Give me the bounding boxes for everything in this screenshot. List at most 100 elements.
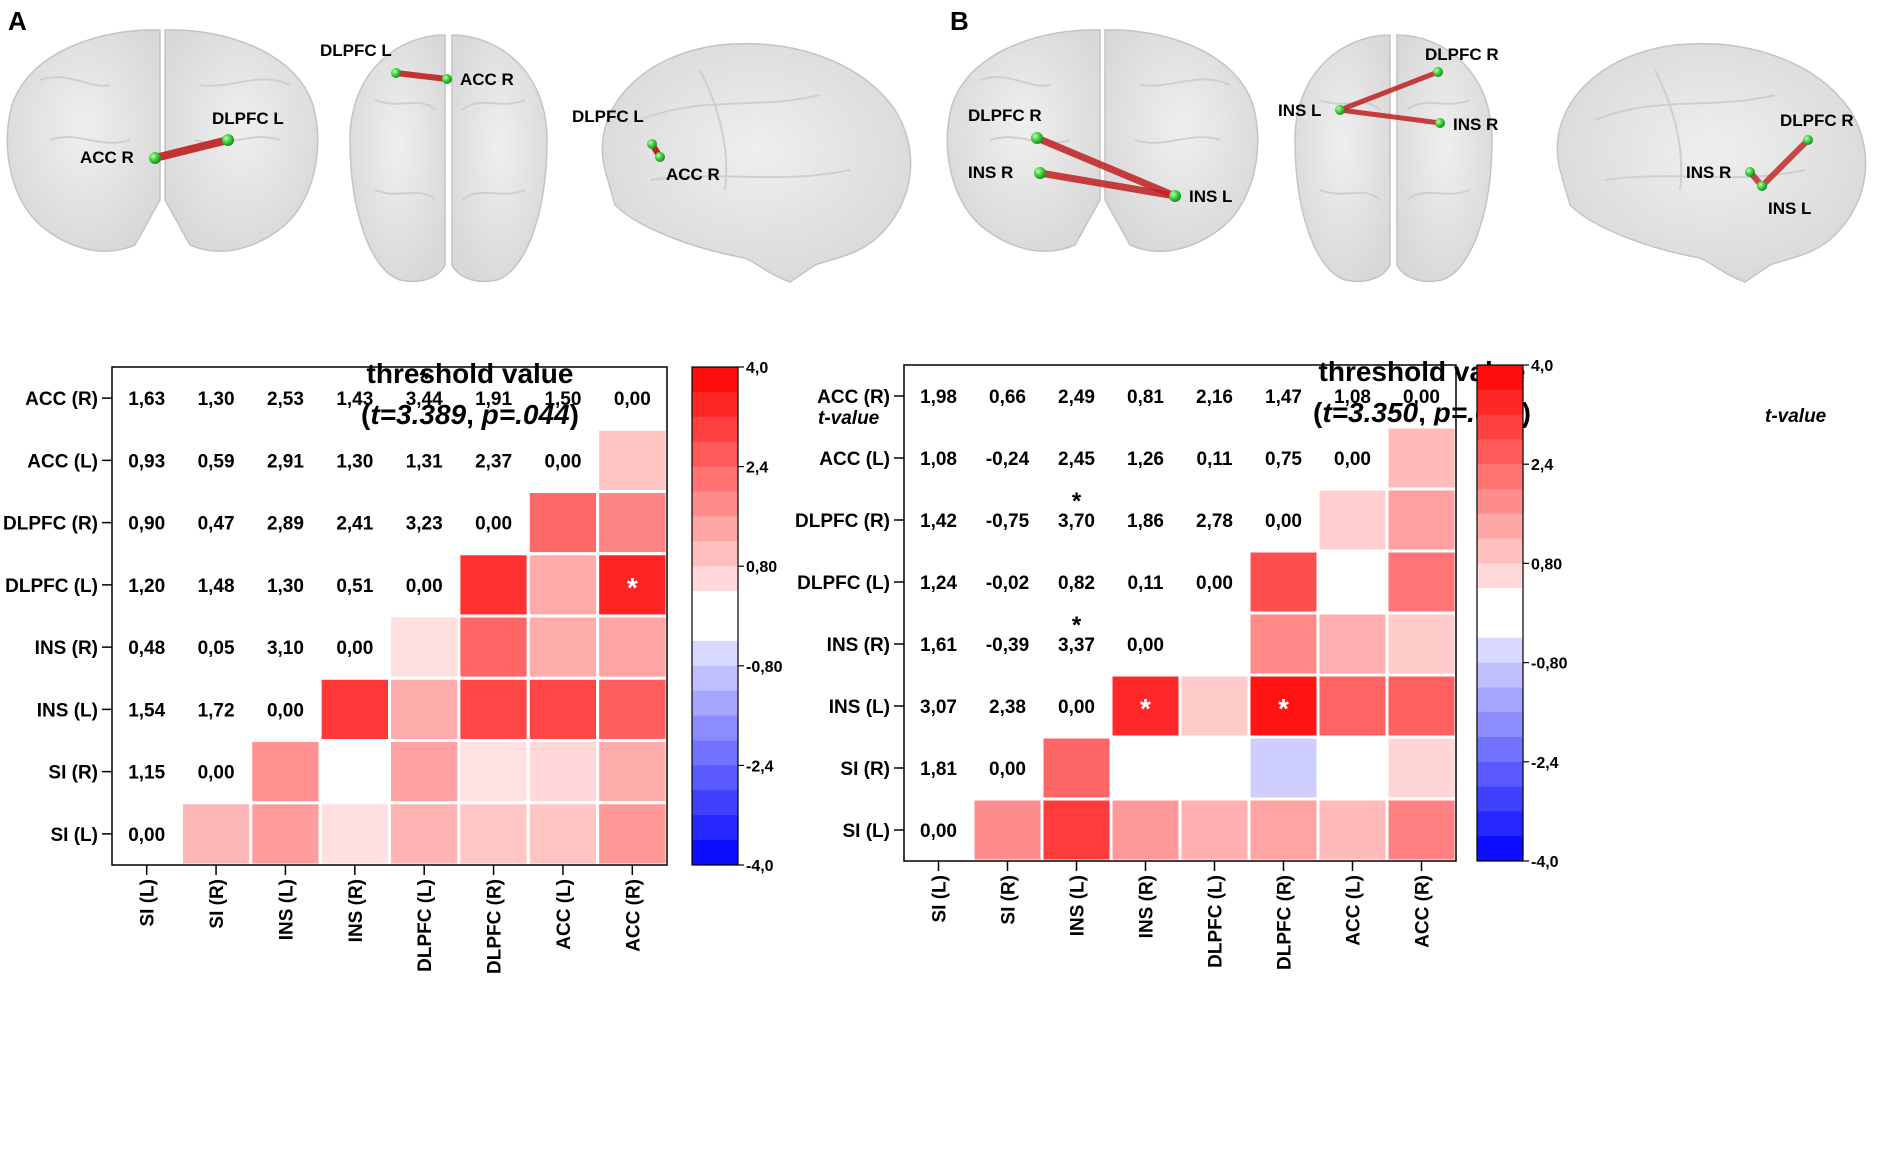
heatmap-cell <box>596 801 669 867</box>
cell-value-label: 3,10 <box>267 638 304 659</box>
column-label: ACC (R) <box>1413 875 1434 948</box>
panel-letter-b: B <box>950 6 969 36</box>
row-label: SI (R) <box>840 759 890 780</box>
cell-value-label: 3,37 <box>1058 635 1095 656</box>
colorbar-tick-label: -0,80 <box>746 659 783 676</box>
cell-value-label: 1,48 <box>198 576 235 597</box>
cell-value-label: 1,72 <box>198 700 235 721</box>
heatmap-panel-b: 1,98 0,66 2,49 0,81 2,16 1,47 1,08 0,00 1,08 -0,2… <box>795 358 1568 970</box>
colorbar-step <box>1477 737 1523 763</box>
brain-label: DLPFC R <box>968 106 1042 125</box>
significance-marker: * <box>627 572 638 603</box>
cell-value-label: 1,43 <box>336 389 373 410</box>
row-label: ACC (L) <box>819 449 890 470</box>
cell-value-label: 0,00 <box>406 576 443 597</box>
title-t-value: t=3.350 <box>1322 397 1418 428</box>
cell-value-label: 0,11 <box>1197 449 1233 470</box>
cell-value-label: 2,91 <box>267 451 304 472</box>
cell-value-label: 0,00 <box>336 638 373 659</box>
heatmap-cell <box>457 552 530 618</box>
cell-value-label: 0,00 <box>989 759 1026 780</box>
cell-value-label: 1,20 <box>128 576 165 597</box>
colorbar-tick-label: 4,0 <box>746 360 768 377</box>
heatmap-cell <box>1178 611 1251 677</box>
cell-value-label: 3,23 <box>406 514 443 535</box>
brain-label: INS R <box>968 163 1013 182</box>
colorbar-step <box>1477 464 1523 490</box>
cell-value-label: 1,91 <box>475 389 512 410</box>
cell-value-label: 0,00 <box>1196 573 1233 594</box>
column-label: SI (R) <box>999 875 1020 925</box>
cell-value-label: 0,66 <box>989 387 1026 408</box>
heatmap-cell <box>1178 673 1251 739</box>
brain-label: DLPFC R <box>1780 111 1854 130</box>
cell-value-label: 0,00 <box>1334 449 1371 470</box>
connection-edge <box>1036 169 1179 200</box>
brain-label: INS R <box>1686 163 1731 182</box>
heatmap-cell <box>1109 797 1182 863</box>
row-label: ACC (L) <box>27 451 98 472</box>
cell-value-label: 0,90 <box>128 514 165 535</box>
heatmap-cell <box>596 552 669 618</box>
heatmap-cell <box>1385 425 1458 491</box>
cell-value-label: 2,41 <box>336 514 373 535</box>
heatmap-cell <box>1247 611 1320 677</box>
heatmap-cell <box>1316 673 1389 739</box>
row-label: DLPFC (L) <box>797 573 890 594</box>
colorbar-step <box>692 416 738 443</box>
chart-title-line1: threshold value <box>367 358 574 389</box>
column-label: ACC (L) <box>1344 875 1365 946</box>
colorbar-step <box>692 491 738 517</box>
colorbar-tick-label: 0,80 <box>746 559 777 576</box>
heatmap-cell <box>526 490 600 556</box>
cell-value-label: -0,24 <box>986 449 1030 470</box>
heatmap-cell <box>596 490 669 556</box>
colorbar-step <box>1477 613 1523 639</box>
connection-edge <box>1337 69 1441 113</box>
heatmap-cell <box>596 614 669 680</box>
brain-label: DLPFC L <box>212 109 284 128</box>
heatmap-cell <box>388 801 461 867</box>
brain-label: ACC R <box>80 148 134 167</box>
colorbar-tick-label: 0,80 <box>1531 556 1562 573</box>
cell-value-label: 1,81 <box>920 759 957 780</box>
node-dlpfc-l <box>647 139 657 149</box>
colorbar-step <box>692 391 738 418</box>
cell-value-label: 1,47 <box>1265 387 1302 408</box>
cell-value-label: 2,16 <box>1196 387 1233 408</box>
node-acc-r <box>655 152 665 162</box>
colorbar-step <box>1477 811 1523 837</box>
colorbar-step <box>692 441 738 468</box>
node-acc-r <box>442 74 452 84</box>
heatmap-cell <box>1040 735 1113 801</box>
row-label: ACC (R) <box>25 389 98 410</box>
column-label: INS (L) <box>1068 875 1089 936</box>
heatmap-cell <box>1385 673 1458 739</box>
cell-value-label: 1,30 <box>267 576 304 597</box>
colorbar-step <box>692 765 738 791</box>
heatmap-cell <box>179 801 253 867</box>
significance-marker: * <box>1072 488 1082 515</box>
significance-marker: * <box>1278 693 1289 724</box>
heatmap-cell <box>1040 797 1113 863</box>
colorbar-step <box>692 790 738 816</box>
cell-value-label: 0,47 <box>198 514 235 535</box>
title-t-value: t=3.389 <box>370 399 466 430</box>
cell-value-label: 0,00 <box>128 825 165 846</box>
cell-value-label: 0,00 <box>544 451 581 472</box>
brain-label: ACC R <box>666 165 720 184</box>
brain-label: INS L <box>1768 199 1811 218</box>
colorbar-step <box>1477 687 1523 713</box>
cell-value-label: 0,00 <box>475 514 512 535</box>
cell-value-label: 1,63 <box>128 389 165 410</box>
column-label: ACC (L) <box>554 879 575 950</box>
brain-axial-a: DLPFC L ACC R <box>320 34 548 282</box>
cell-value-label: 2,45 <box>1058 449 1095 470</box>
significance-marker: * <box>1072 612 1082 639</box>
row-label: SI (L) <box>843 821 891 842</box>
cell-value-label: 3,70 <box>1058 511 1095 532</box>
column-label: ACC (R) <box>623 879 644 952</box>
panel-a-brains: A DLPFC L ACC R DLPFC L ACC R <box>6 6 912 283</box>
node-ins-r <box>1745 167 1755 177</box>
node-ins-l <box>1757 181 1767 191</box>
